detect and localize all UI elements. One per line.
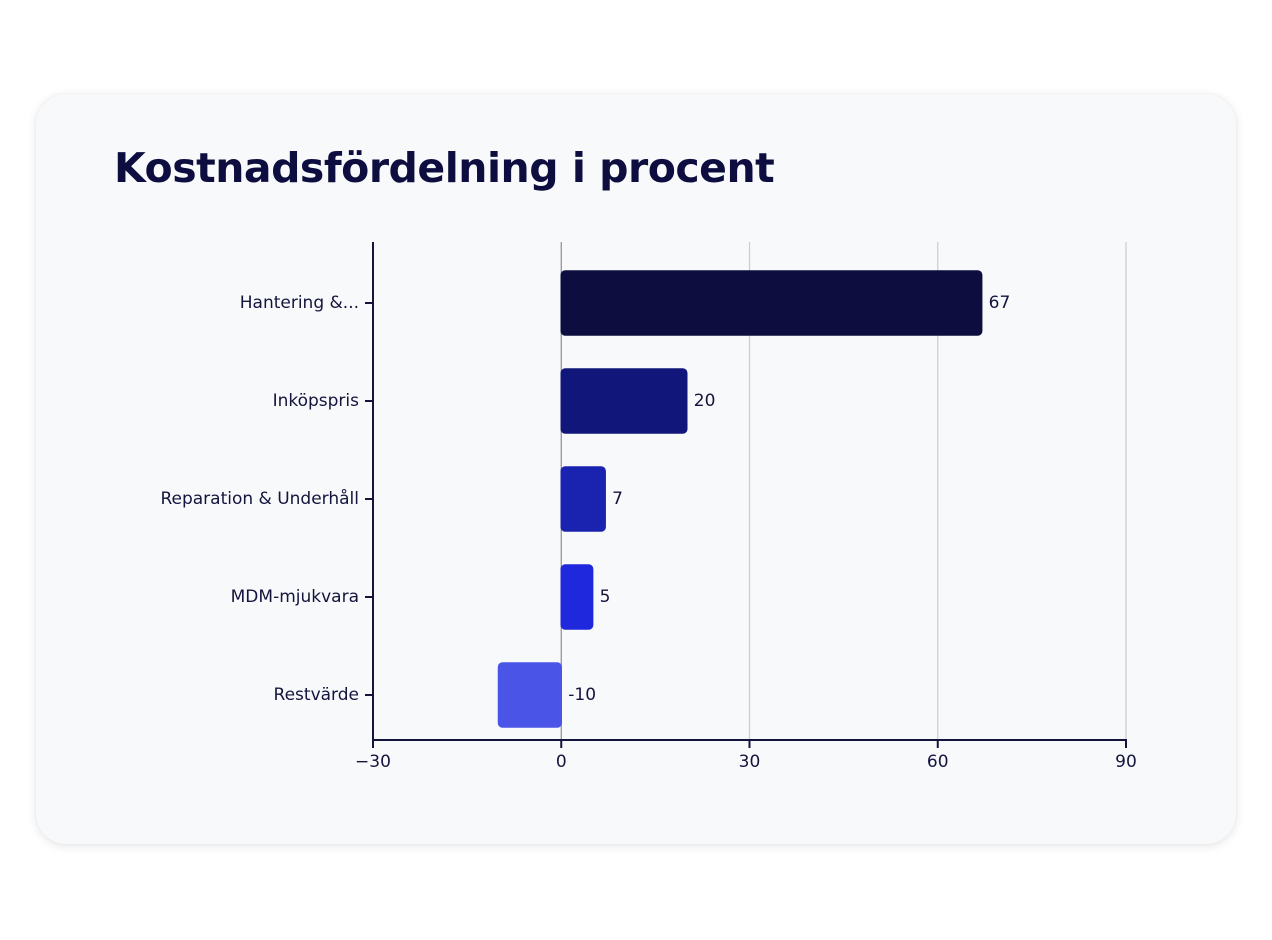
category-label: MDM-mjukvara [231, 587, 359, 607]
bar [497, 662, 562, 728]
category-label: Reparation & Underhåll [160, 488, 359, 509]
x-tick-label: 60 [927, 752, 949, 772]
category-label: Inköpspris [273, 391, 360, 411]
data-label: 20 [694, 391, 716, 411]
data-label: 67 [989, 293, 1011, 313]
x-tick-label: 90 [1115, 752, 1137, 772]
bar-chart: Hantering &... 67 Inköpspris 20 Reparation &… [160, 242, 1137, 772]
bar [560, 368, 688, 434]
x-tick-label: 30 [739, 752, 761, 772]
category-label: Restvärde [274, 685, 359, 705]
category-label: Hantering &... [240, 293, 359, 313]
x-tick-label: 0 [556, 752, 567, 772]
bar [560, 564, 594, 630]
data-label: -10 [568, 685, 596, 705]
bar [560, 466, 606, 532]
bar [560, 270, 983, 336]
data-label: 7 [612, 489, 623, 509]
data-label: 5 [600, 587, 611, 607]
chart-title: Kostnadsfördelning i procent [114, 144, 775, 192]
chart-card: Kostnadsfördelning i procent Hantering &… [36, 94, 1236, 844]
x-tick-label: −30 [355, 752, 391, 772]
